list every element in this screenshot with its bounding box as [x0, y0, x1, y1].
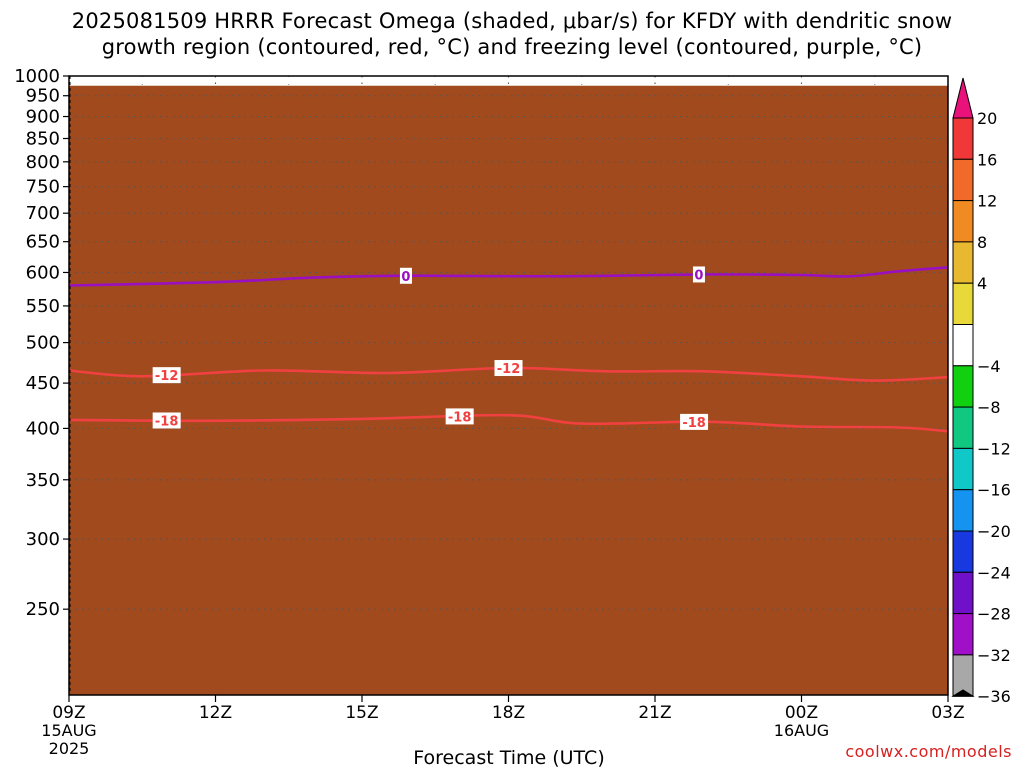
y-tick-label-1000: 1000 [14, 66, 60, 87]
colorbar-bin-11 [952, 530, 974, 573]
y-tick-label-600: 600 [26, 262, 60, 283]
x-tick-label-03Z: 03Z [931, 703, 964, 723]
colorbar-label-0: 20 [977, 109, 997, 128]
contour-line--12 [69, 366, 948, 382]
colorbar-bottom-arrow [951, 689, 975, 697]
chart-title: 2025081509 HRRR Forecast Omega (shaded, … [0, 8, 1024, 60]
colorbar-bin-8 [952, 406, 974, 449]
contour-label--18-1: -18 [448, 410, 472, 425]
grid-layer [69, 76, 948, 610]
colorbar-label-12: −32 [977, 646, 1011, 665]
contour-line--18 [69, 413, 948, 433]
colorbar-bin-9 [952, 447, 974, 491]
colorbar-label-8: −16 [977, 481, 1011, 500]
contour-label-bg--18-0 [152, 412, 181, 429]
colorbar-label-4: 4 [977, 274, 987, 293]
colorbar-label-6: −8 [977, 398, 1001, 417]
x-tick-label-00Z: 00Z [785, 703, 818, 723]
colorbar-bin-1 [952, 117, 974, 160]
contour-line-0 [69, 266, 948, 287]
x-tick-label-21Z: 21Z [638, 703, 671, 723]
x-tick-label-09Z: 09Z [52, 703, 85, 723]
x-tick-sublabel-00Z-0: 16AUG [774, 721, 829, 740]
colorbar-bin-6 [952, 324, 974, 367]
y-tick-label-300: 300 [26, 529, 60, 550]
colorbar: 20 16 12 8 4 −4 −8 −12 −16 −20 −24 −28 −32 −36 [951, 77, 1011, 706]
y-tick-label-800: 800 [26, 152, 60, 173]
colorbar-top-arrow [952, 77, 974, 119]
colorbar-bin-4 [952, 241, 974, 284]
contour-label-bg--18-1 [445, 408, 474, 425]
contour-label--12-0: -12 [155, 369, 179, 384]
colorbar-label-7: −12 [977, 439, 1011, 458]
y-tick-label-500: 500 [26, 333, 60, 354]
x-tick-sublabel-09Z-1: 2025 [49, 739, 90, 758]
colorbar-label-10: −24 [977, 563, 1011, 582]
ground-fill [69, 85, 948, 696]
contour-label--18-2: -18 [682, 416, 706, 431]
contour-label-bg--12-1 [494, 360, 523, 377]
y-tick-label-450: 450 [26, 373, 60, 394]
y-tick-label-750: 750 [26, 177, 60, 198]
y-tick-label-400: 400 [26, 418, 60, 439]
chart-title-line-1: 2025081509 HRRR Forecast Omega (shaded, … [71, 9, 953, 33]
x-tick-label-15Z: 15Z [345, 703, 378, 723]
contour-label--18-0: -18 [155, 414, 179, 429]
colorbar-label-1: 16 [977, 150, 997, 169]
colorbar-label-3: 8 [977, 233, 987, 252]
contour-layer: -18 -18 -18 -12 -12 0 0 [69, 266, 948, 433]
colorbar-bin-12 [952, 571, 974, 615]
contour-label-0-1: 0 [694, 268, 703, 283]
x-tick-sublabel-09Z-0: 15AUG [41, 721, 96, 740]
contour-label-0-0: 0 [401, 270, 410, 285]
chart-title-line-2: growth region (contoured, red, °C) and f… [101, 35, 923, 59]
y-tick-label-650: 650 [26, 232, 60, 253]
colorbar-bin-3 [952, 200, 974, 243]
colorbar-label-5: −4 [977, 357, 1001, 376]
contour-label-bg--18-2 [680, 413, 709, 430]
colorbar-bin-2 [952, 158, 974, 202]
x-axis-label: Forecast Time (UTC) [413, 747, 604, 768]
colorbar-label-11: −28 [977, 605, 1011, 624]
colorbar-bin-5 [952, 282, 974, 326]
y-tick-label-550: 550 [26, 296, 60, 317]
y-tick-label-700: 700 [26, 203, 60, 224]
contour-label--12-1: -12 [497, 362, 521, 377]
ground-layer [69, 85, 948, 696]
y-tick-label-900: 900 [26, 107, 60, 128]
x-tick-label-18Z: 18Z [492, 703, 525, 723]
contour-label-bg--12-0 [152, 367, 181, 384]
y-tick-label-350: 350 [26, 470, 60, 491]
y-tick-label-950: 950 [26, 86, 60, 107]
contour-label-bg-0-0 [399, 267, 412, 284]
colorbar-bin-10 [952, 489, 974, 532]
colorbar-bin-13 [952, 613, 974, 656]
colorbar-label-2: 12 [977, 192, 997, 211]
contour-label-bg-0-1 [692, 266, 705, 283]
y-axis: 2503003504004505005506006507007508008509… [14, 66, 69, 620]
y-tick-label-850: 850 [26, 129, 60, 150]
y-tick-label-250: 250 [26, 599, 60, 620]
colorbar-label-13: −36 [977, 687, 1011, 706]
credit-text: coolwx.com/models [845, 742, 1012, 761]
colorbar-bin-7 [952, 365, 974, 408]
colorbar-label-9: −20 [977, 522, 1011, 541]
x-tick-label-12Z: 12Z [199, 703, 232, 723]
